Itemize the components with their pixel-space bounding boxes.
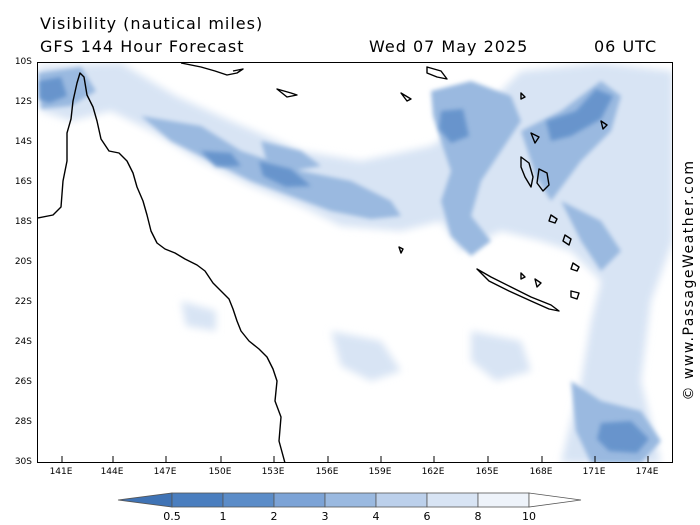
lat-label-26s: 26S [14,377,32,387]
lon-label-141e: 141E [49,467,73,477]
visibility-colorbar [117,492,582,508]
colorbar-segment-2 [222,492,275,508]
colorbar-label-0-5: 0.5 [163,510,181,523]
lat-label-20s: 20S [14,257,32,267]
colorbar-segment-3 [273,492,326,508]
loyalty-island-1 [520,272,526,280]
lon-label-165e: 165E [475,467,499,477]
solomon-islands-1 [426,66,448,80]
santa-cruz-islands [600,120,608,130]
colorbar-label-2: 2 [270,510,278,523]
lon-label-150e: 150E [208,467,232,477]
lat-label-24s: 24S [14,337,32,347]
longitude-ticks [61,456,649,462]
png-coast [180,63,244,76]
vanuatu-island-4 [562,234,572,246]
vanuatu-island-3 [548,214,558,224]
lon-label-168e: 168E [529,467,553,477]
visibility-low-layer [39,77,649,453]
forecast-model-title: GFS 144 Hour Forecast [40,37,245,56]
colorbar-label-6: 6 [423,510,431,523]
vanuatu-island-1 [520,156,534,188]
australia-coastline [38,72,286,462]
coastline-layer [38,63,608,462]
coral-sea-reef-2 [530,132,540,144]
colorbar-label-4: 4 [372,510,380,523]
map-parameter-title: Visibility (nautical miles) [40,14,264,33]
lon-label-159e: 159E [368,467,392,477]
lat-label-16s: 16S [14,177,32,187]
colorbar-arrow-low [117,492,173,508]
visibility-light-layer [38,63,672,462]
lat-label-30s: 30S [14,457,32,467]
solomon-islands-3 [520,92,526,100]
vanuatu-island-2 [536,168,550,192]
lon-label-162e: 162E [421,467,445,477]
passageweather-watermark: © www.PassageWeather.com [681,159,697,401]
forecast-time: 06 UTC [594,37,658,56]
colorbar-label-3: 3 [321,510,329,523]
colorbar-segment-5 [375,492,428,508]
colorbar-arrow-high [528,492,582,508]
colorbar-segment-6 [426,492,479,508]
lat-label-28s: 28S [14,417,32,427]
lat-label-18s: 18S [14,217,32,227]
colorbar-label-8: 8 [474,510,482,523]
forecast-date: Wed 07 May 2025 [369,37,529,56]
loyalty-island-2 [534,278,542,288]
loyalty-island-3 [570,290,580,300]
colorbar-segment-4 [324,492,377,508]
lat-label-10s: 10S [14,57,32,67]
map-canvas [38,63,672,462]
lon-label-156e: 156E [315,467,339,477]
lon-label-153e: 153E [261,467,285,477]
solomon-islands-2 [400,92,412,102]
coral-sea-reef-1 [276,88,298,98]
colorbar-segment-7 [477,492,530,508]
lon-label-174e: 174E [635,467,659,477]
lon-label-171e: 171E [582,467,606,477]
small-reef [398,246,404,254]
vanuatu-island-5 [570,262,580,272]
visibility-map[interactable] [37,62,673,463]
lat-label-14s: 14S [14,137,32,147]
colorbar-label-1: 1 [219,510,227,523]
new-caledonia-outline [476,268,560,312]
lon-label-144e: 144E [100,467,124,477]
lat-label-22s: 22S [14,297,32,307]
colorbar-label-10: 10 [522,510,536,523]
colorbar-segment-1 [171,492,224,508]
lat-label-12s: 12S [14,97,32,107]
lon-label-147e: 147E [153,467,177,477]
